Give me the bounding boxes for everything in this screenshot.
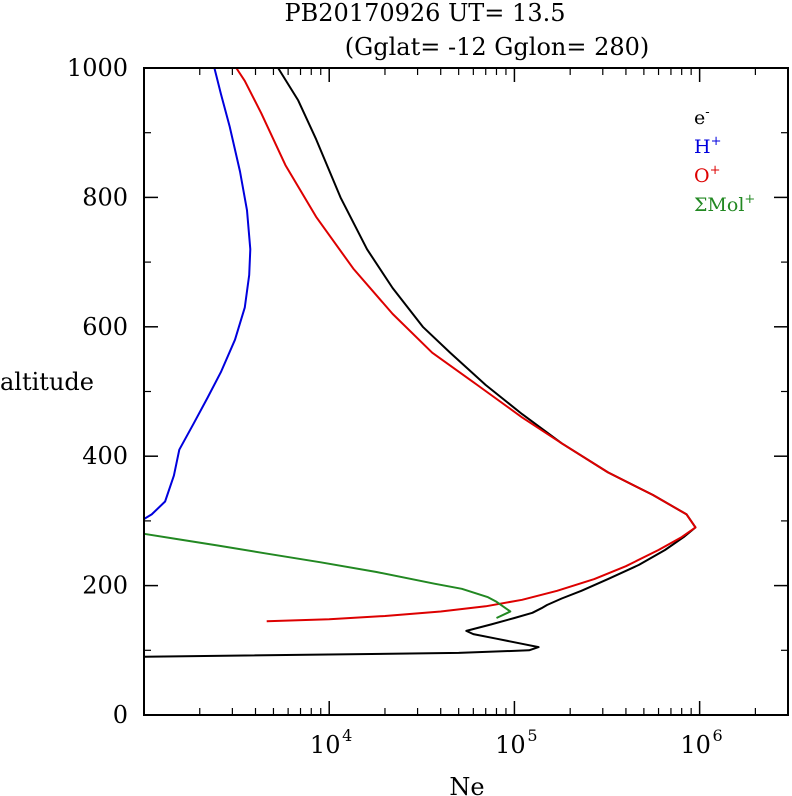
x-tick-exponent: 6 [713, 726, 723, 745]
y-tick-label: 400 [82, 442, 128, 470]
y-tick-label: 1000 [67, 54, 128, 82]
x-tick-label: 10 [680, 731, 711, 759]
legend-entry: ΣMol+ [694, 192, 755, 216]
series-line [143, 67, 697, 658]
x-axis-label: Ne [449, 773, 484, 796]
legend-entry: O+ [694, 163, 720, 187]
y-tick-label: 800 [82, 183, 128, 211]
plot-frame [143, 67, 789, 716]
y-tick-label: 600 [82, 313, 128, 341]
chart-subtitle: (Gglat= -12 Gglon= 280) [345, 33, 650, 61]
legend-entry: H+ [694, 134, 721, 158]
chart-title: PB20170926 UT= 13.5 [285, 0, 566, 27]
y-tick-label: 200 [82, 572, 128, 600]
x-tick-label: 10 [495, 731, 526, 759]
x-tick-label: 10 [310, 731, 341, 759]
plot-lines [143, 67, 697, 658]
x-tick-exponent: 5 [527, 726, 537, 745]
x-tick-exponent: 4 [342, 726, 352, 745]
legend-entry: e- [694, 105, 710, 129]
legend: e- H+ O+ ΣMol+ [694, 105, 755, 216]
series-line [235, 67, 697, 623]
series-line [143, 532, 512, 619]
y-tick-label: 0 [113, 701, 128, 729]
series-line [143, 67, 252, 520]
y-axis-label: altitude [0, 368, 94, 396]
